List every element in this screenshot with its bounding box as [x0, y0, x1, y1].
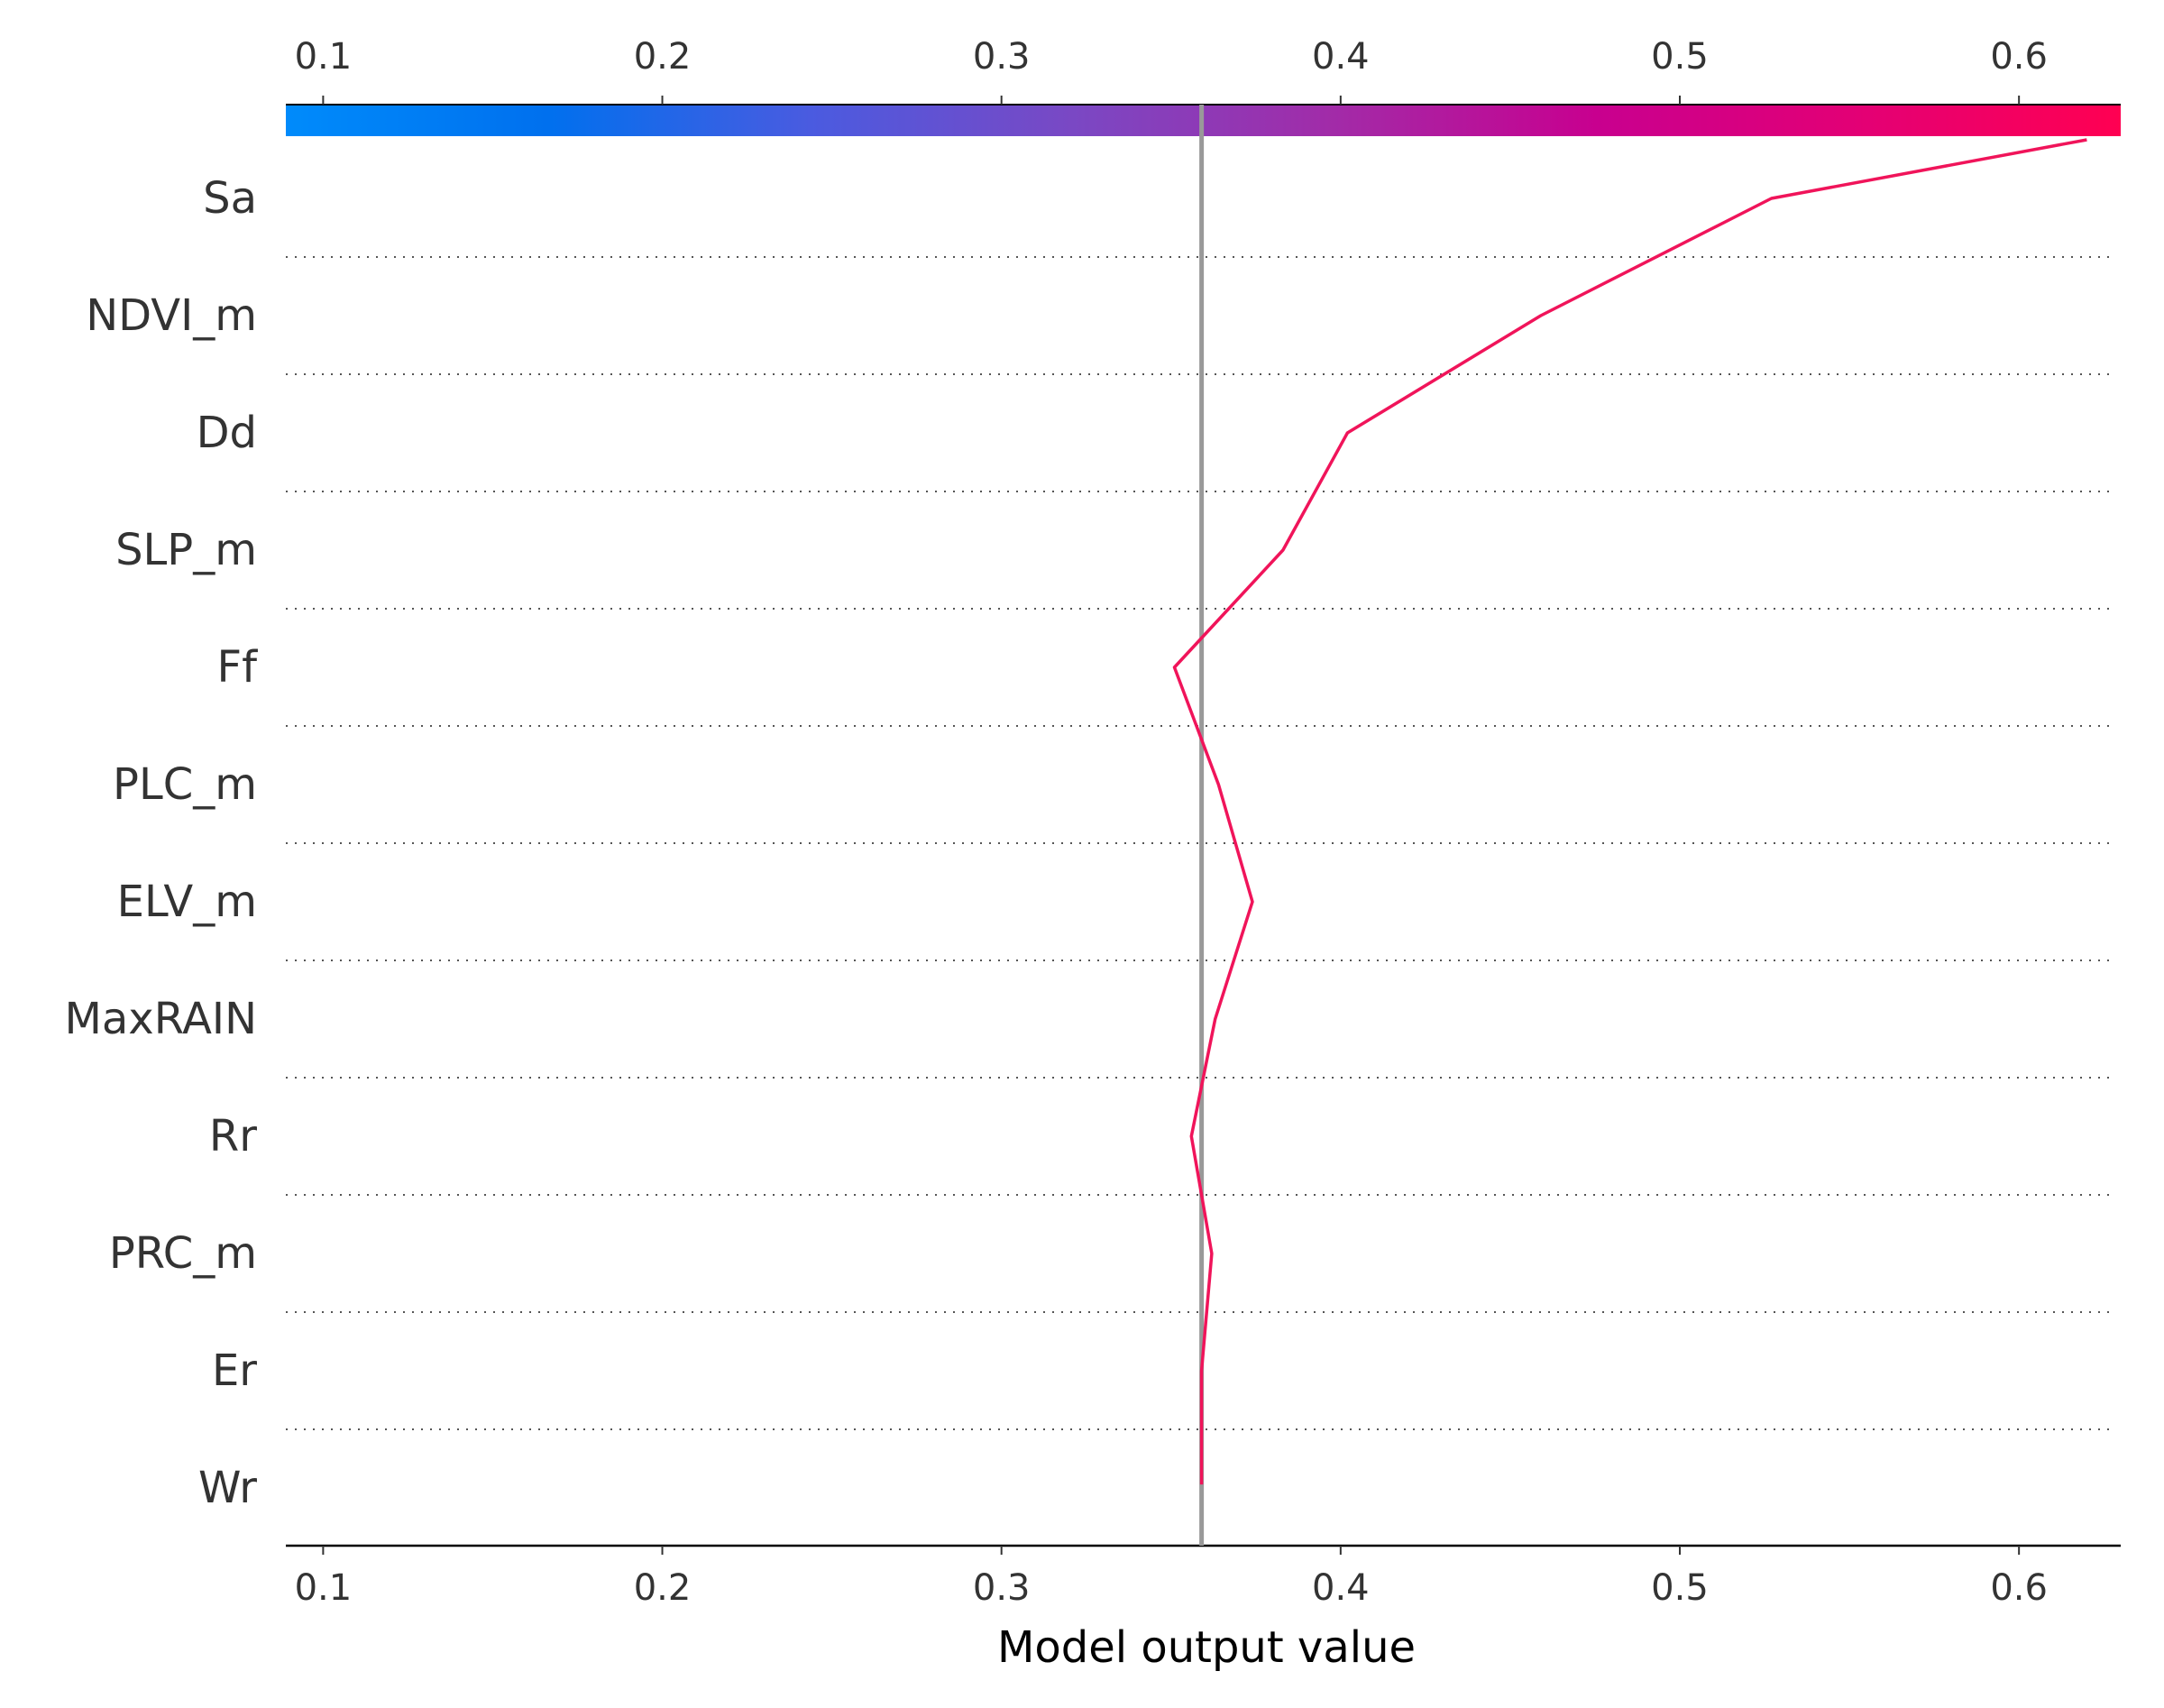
top-tick-label: 0.6: [1990, 36, 2048, 78]
decision-path-group: [1174, 140, 2086, 1484]
top-tick-labels: 0.1 0.2 0.3 0.4 0.5 0.6: [295, 36, 2048, 105]
feature-labels: Sa NDVI_m Dd SLP_m Ff PLC_m ELV_m MaxRAIN Rr PRC_…: [64, 173, 258, 1513]
bottom-tick-label: 0.3: [973, 1567, 1031, 1609]
feature-label-ndvi-m: NDVI_m: [86, 290, 257, 341]
feature-label-dd: Dd: [197, 408, 257, 458]
top-tick-label: 0.2: [634, 36, 692, 78]
feature-label-prc-m: PRC_m: [109, 1228, 257, 1279]
feature-label-ff: Ff: [216, 642, 258, 693]
top-tick-label: 0.1: [295, 36, 353, 78]
bottom-tick-label: 0.1: [295, 1567, 353, 1609]
bottom-tick-label: 0.6: [1990, 1567, 2048, 1609]
feature-label-elv-m: ELV_m: [117, 877, 257, 927]
feature-label-rr: Rr: [209, 1111, 257, 1162]
bottom-tick-labels: 0.1 0.2 0.3 0.4 0.5 0.6: [295, 1546, 2048, 1609]
bottom-tick-label: 0.5: [1651, 1567, 1709, 1609]
feature-label-maxrain: MaxRAIN: [64, 994, 257, 1044]
feature-label-slp-m: SLP_m: [115, 525, 257, 575]
bottom-tick-label: 0.4: [1312, 1567, 1370, 1609]
decision-path-line: [1175, 140, 2087, 1484]
feature-label-er: Er: [212, 1345, 257, 1396]
top-tick-label: 0.3: [973, 36, 1031, 78]
top-tick-label: 0.4: [1312, 36, 1370, 78]
feature-label-plc-m: PLC_m: [113, 759, 257, 810]
feature-label-wr: Wr: [198, 1463, 257, 1513]
x-axis-label: Model output value: [997, 1622, 1416, 1673]
top-tick-label: 0.5: [1651, 36, 1709, 78]
feature-label-sa: Sa: [203, 173, 257, 224]
bottom-tick-label: 0.2: [634, 1567, 692, 1609]
